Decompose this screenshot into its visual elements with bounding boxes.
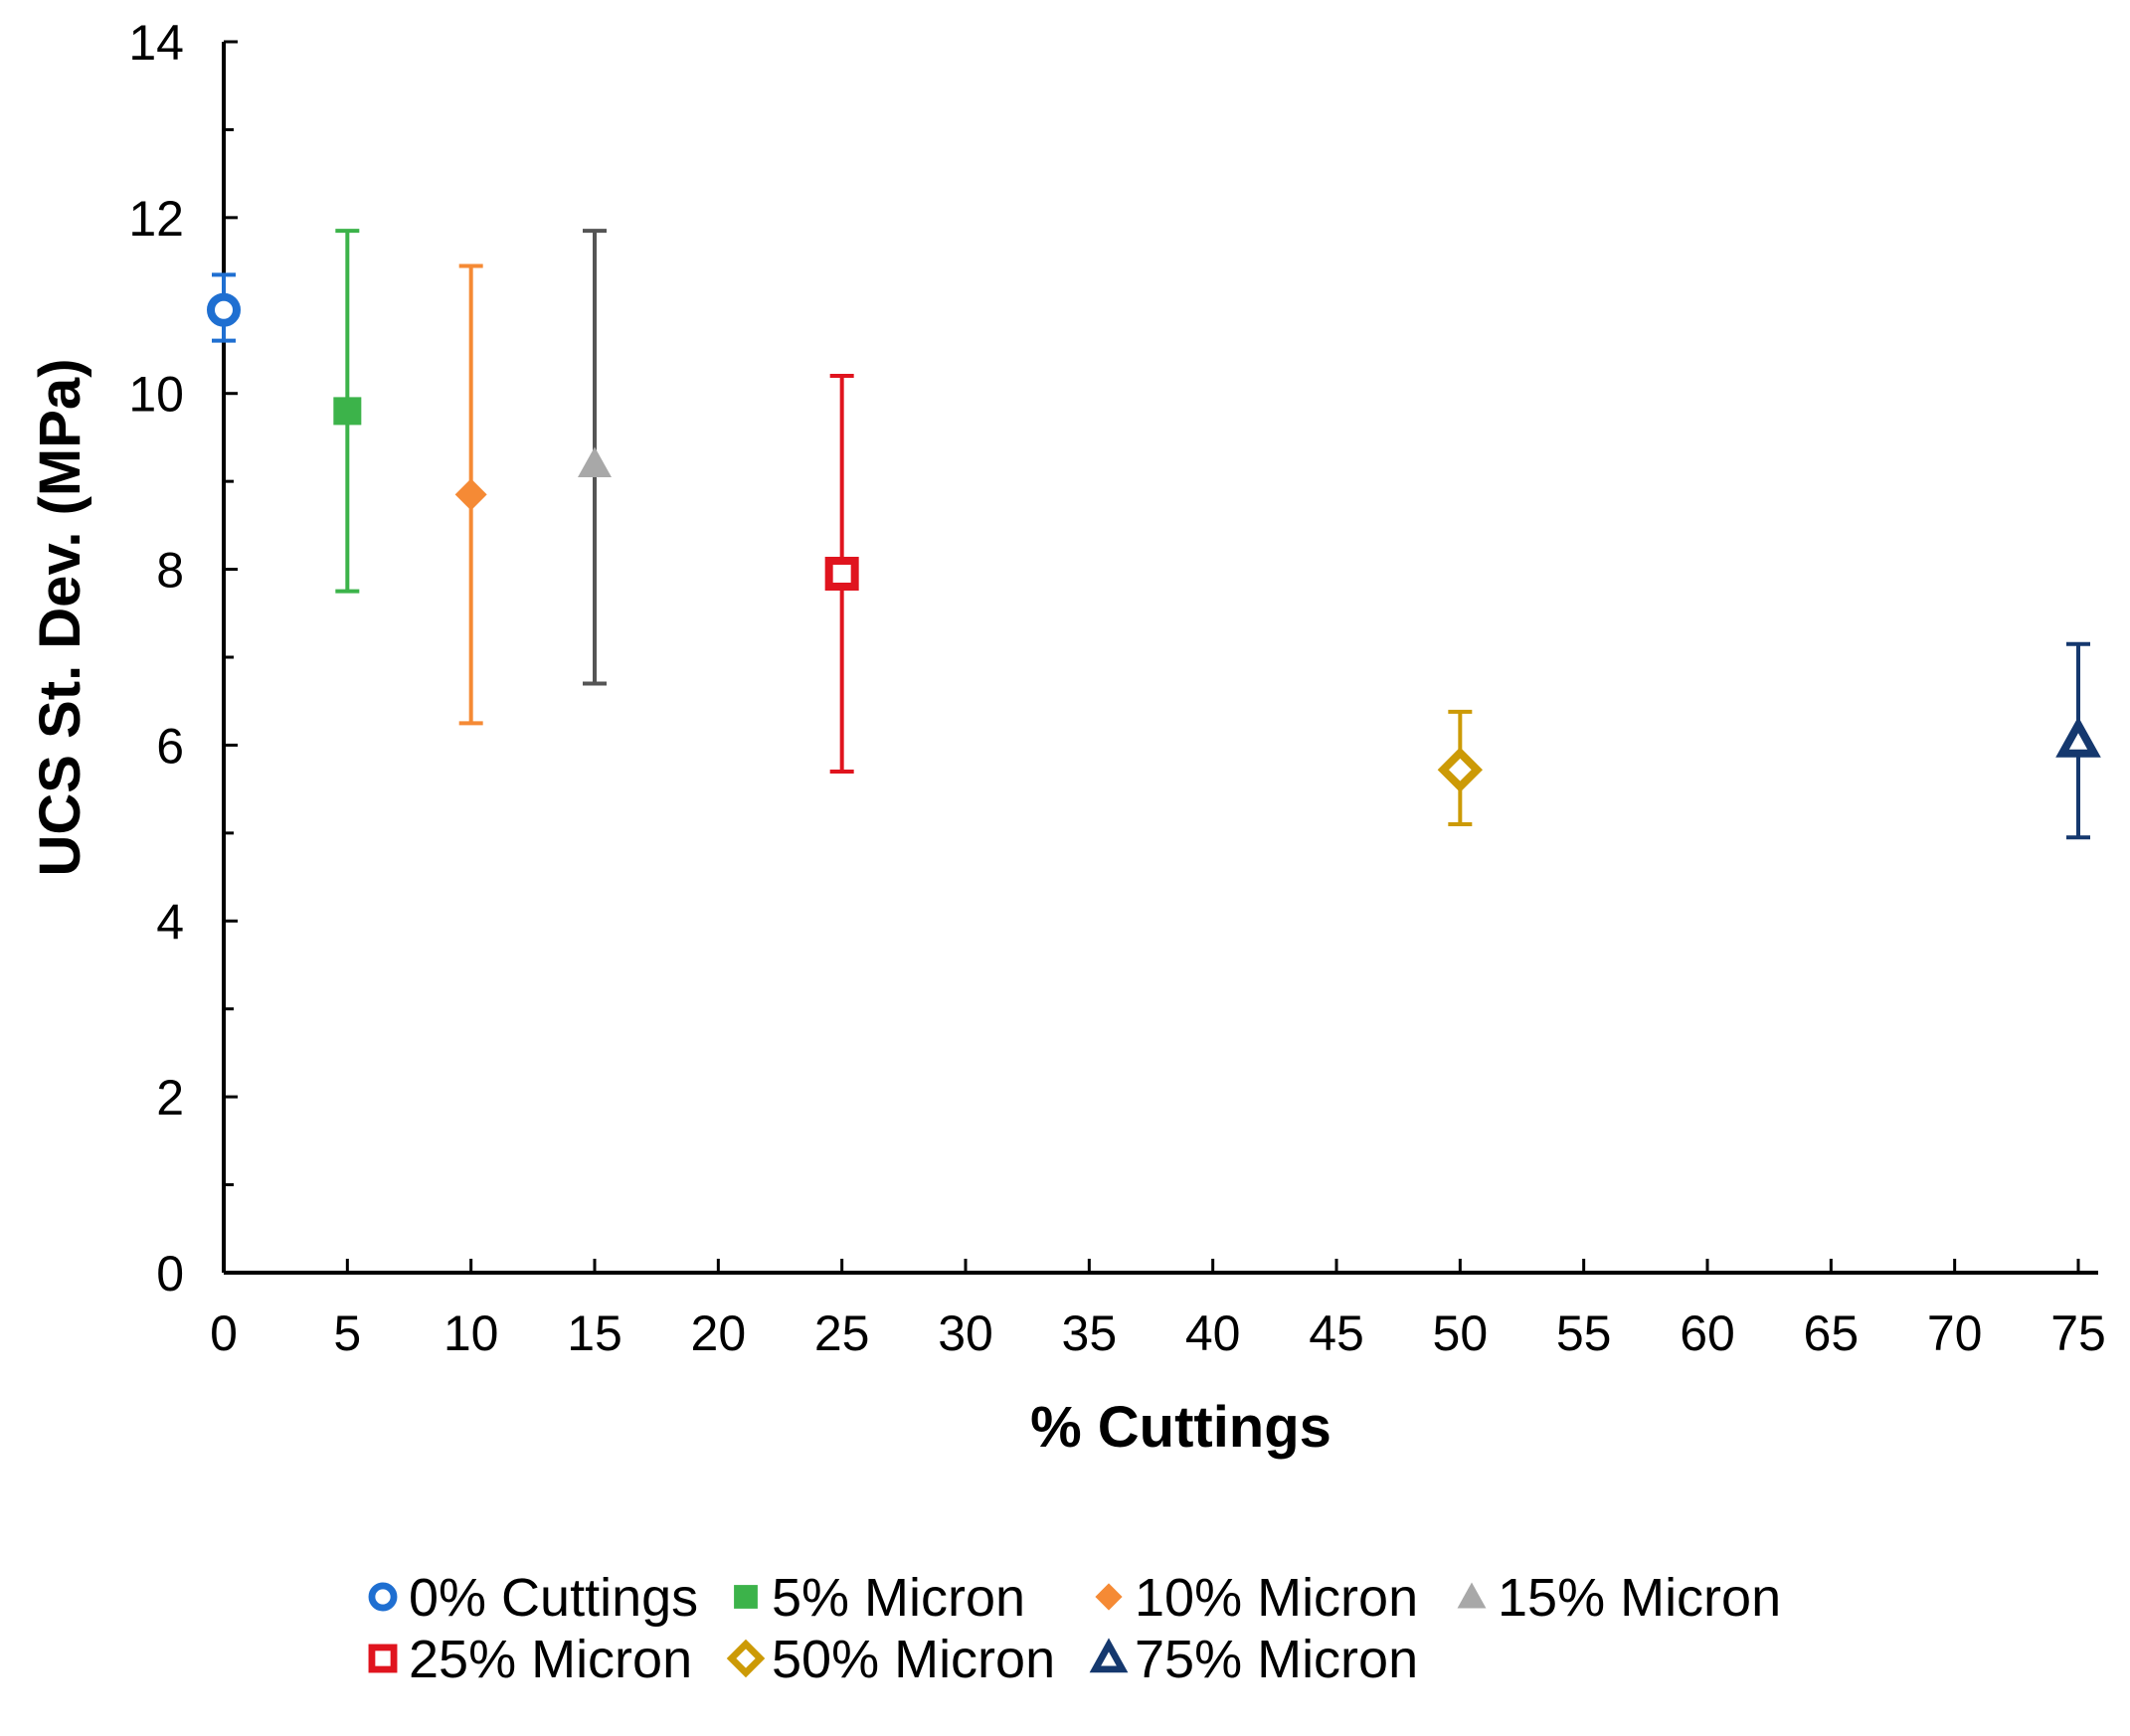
legend-item: 50% Micron	[726, 1630, 1055, 1689]
triangle-marker	[2055, 716, 2101, 758]
marker-triangle-filled	[1457, 1582, 1487, 1609]
y-tick-label: 4	[156, 894, 184, 950]
x-tick-label: 30	[938, 1305, 993, 1361]
diamond-marker	[454, 478, 487, 511]
series-group	[207, 229, 2101, 840]
legend-item: 25% Micron	[368, 1630, 692, 1689]
marker-square-open	[824, 556, 859, 591]
legend-item: 15% Micron	[1457, 1568, 1781, 1628]
series-10-micron	[454, 263, 487, 726]
legend-item: 10% Micron	[1095, 1568, 1418, 1628]
series-75-micron	[2055, 641, 2101, 840]
circle-marker	[368, 1582, 398, 1612]
legend-label: 0% Cuttings	[409, 1568, 698, 1628]
diamond-marker	[1437, 747, 1483, 792]
axes	[222, 40, 2098, 1275]
y-tick-label: 12	[128, 191, 184, 247]
x-tick-label: 15	[567, 1305, 622, 1361]
marker-triangle-filled	[578, 446, 612, 478]
x-tick-label: 55	[1556, 1305, 1612, 1361]
marker-diamond-filled	[454, 478, 487, 511]
legend-label: 25% Micron	[409, 1630, 692, 1689]
legend-item: 75% Micron	[1089, 1630, 1418, 1689]
x-tick-label: 60	[1680, 1305, 1735, 1361]
legend-item: 5% Micron	[734, 1568, 1025, 1628]
marker-triangle-open	[1089, 1638, 1129, 1673]
marker-diamond-open	[1437, 747, 1483, 792]
marker-square-filled	[333, 397, 362, 426]
marker-square-open	[368, 1644, 398, 1673]
y-tick-label: 6	[156, 718, 184, 774]
square-marker	[368, 1644, 398, 1673]
x-axis-title: % Cuttings	[1030, 1395, 1331, 1460]
tick-labels: 0 2 4 6 8 10 12 14 0 5 10 15 20 25 30 35 40 45 50 55 60 65 70 7…	[128, 15, 2105, 1361]
x-tick-label: 70	[1927, 1305, 1983, 1361]
series-0-cuttings	[207, 272, 241, 343]
marker-circle-open	[368, 1582, 398, 1612]
marker-circle-open	[207, 292, 241, 327]
series-50-micron	[1437, 709, 1483, 827]
x-tick-label: 20	[691, 1305, 747, 1361]
y-tick-label: 2	[156, 1070, 184, 1126]
legend: 0% Cuttings 5% Micron 10% Micron 15% Micron…	[368, 1568, 1781, 1689]
y-tick-label: 10	[128, 367, 184, 423]
x-tick-label: 40	[1185, 1305, 1241, 1361]
x-tick-label: 65	[1804, 1305, 1860, 1361]
square-marker	[333, 397, 362, 426]
y-tick-label: 8	[156, 543, 184, 599]
triangle-marker	[578, 446, 612, 478]
diamond-marker	[1095, 1583, 1123, 1611]
triangle-marker	[1089, 1638, 1129, 1673]
legend-label: 50% Micron	[772, 1630, 1055, 1689]
marker-square-filled	[734, 1585, 758, 1609]
x-tick-label: 50	[1433, 1305, 1489, 1361]
square-marker	[824, 556, 859, 591]
diamond-marker	[726, 1639, 766, 1678]
series-25-micron	[824, 374, 859, 774]
series-15-micron	[578, 229, 612, 686]
x-tick-label: 25	[814, 1305, 870, 1361]
marker-diamond-open	[726, 1639, 766, 1678]
y-axis-title: UCS St. Dev. (MPa)	[28, 358, 92, 876]
legend-label: 75% Micron	[1135, 1630, 1418, 1689]
legend-label: 15% Micron	[1498, 1568, 1781, 1628]
legend-label: 10% Micron	[1135, 1568, 1418, 1628]
legend-label: 5% Micron	[772, 1568, 1025, 1628]
x-tick-label: 75	[2050, 1305, 2106, 1361]
triangle-marker	[1457, 1582, 1487, 1609]
marker-diamond-filled	[1095, 1583, 1123, 1611]
x-tick-label: 45	[1309, 1305, 1364, 1361]
series-5-micron	[333, 229, 362, 594]
x-tick-label: 5	[333, 1305, 361, 1361]
y-tick-label: 0	[156, 1246, 184, 1302]
x-tick-label: 10	[444, 1305, 499, 1361]
legend-item: 0% Cuttings	[368, 1568, 698, 1628]
x-tick-label: 35	[1062, 1305, 1118, 1361]
circle-marker	[207, 292, 241, 327]
marker-triangle-open	[2055, 716, 2101, 758]
square-marker	[734, 1585, 758, 1609]
y-tick-label: 14	[128, 15, 184, 71]
x-tick-label: 0	[210, 1305, 238, 1361]
